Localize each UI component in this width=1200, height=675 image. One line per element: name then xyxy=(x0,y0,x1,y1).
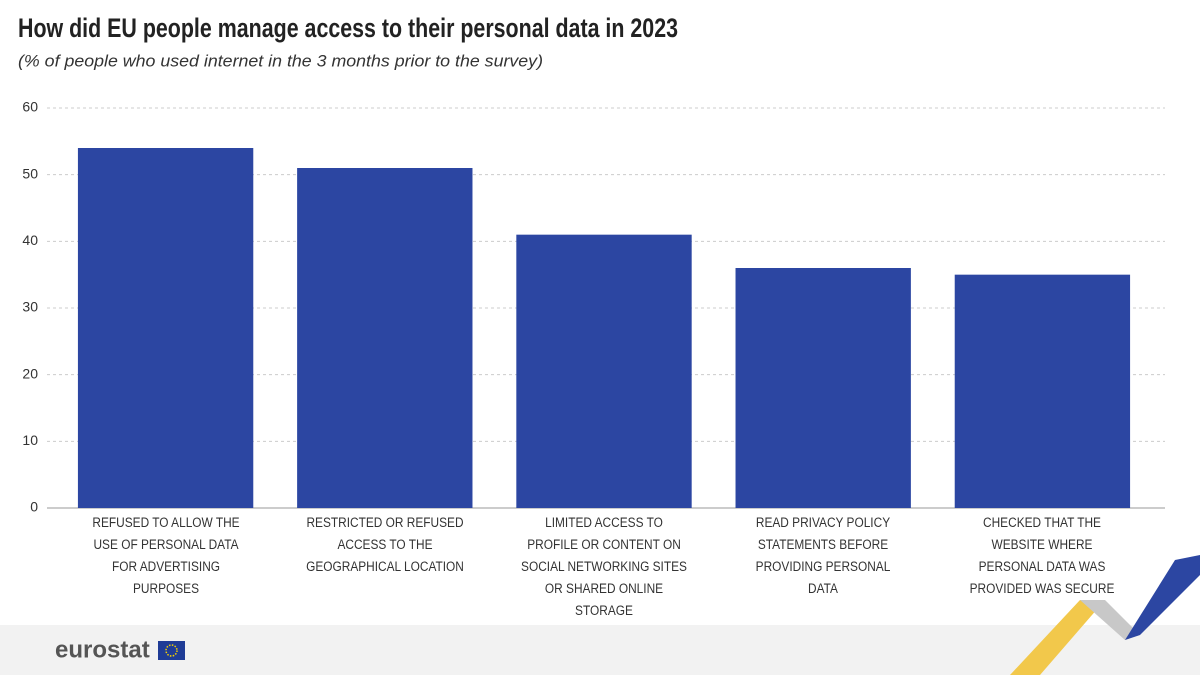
bar xyxy=(735,268,911,508)
x-tick-label: RESTRICTED OR REFUSED ACCESS TO THE GEOG… xyxy=(305,515,464,574)
y-tick-label: 20 xyxy=(22,365,38,381)
bar xyxy=(297,168,473,508)
y-tick-label: 30 xyxy=(22,299,38,315)
chart-subtitle: (% of people who used internet in the 3 … xyxy=(18,51,543,70)
x-tick-label: CHECKED THAT THE WEBSITE WHERE PERSONAL … xyxy=(969,515,1115,596)
decor-grey xyxy=(1080,600,1140,640)
eu-flag xyxy=(158,641,185,660)
y-tick-label: 60 xyxy=(22,99,38,115)
eu-stars xyxy=(165,644,178,657)
bar xyxy=(77,148,254,508)
y-tick-label: 0 xyxy=(30,499,38,515)
decor-yellow xyxy=(1010,600,1105,675)
x-tick-label: REFUSED TO ALLOW THE USE OF PERSONAL DAT… xyxy=(91,515,240,596)
x-tick-label: LIMITED ACCESS TO PROFILE OR CONTENT ON … xyxy=(521,515,687,618)
bar xyxy=(954,274,1131,508)
chart-title: How did EU people manage access to their… xyxy=(18,13,678,43)
decor-blue xyxy=(1125,555,1200,640)
y-tick-label: 50 xyxy=(22,165,38,181)
logo-text: eurostat xyxy=(55,636,150,663)
x-tick-label: READ PRIVACY POLICY STATEMENTS BEFORE PR… xyxy=(755,515,891,596)
footer-band xyxy=(0,625,1200,675)
bar xyxy=(516,234,692,508)
y-tick-label: 40 xyxy=(22,232,38,248)
y-tick-label: 10 xyxy=(22,432,38,448)
